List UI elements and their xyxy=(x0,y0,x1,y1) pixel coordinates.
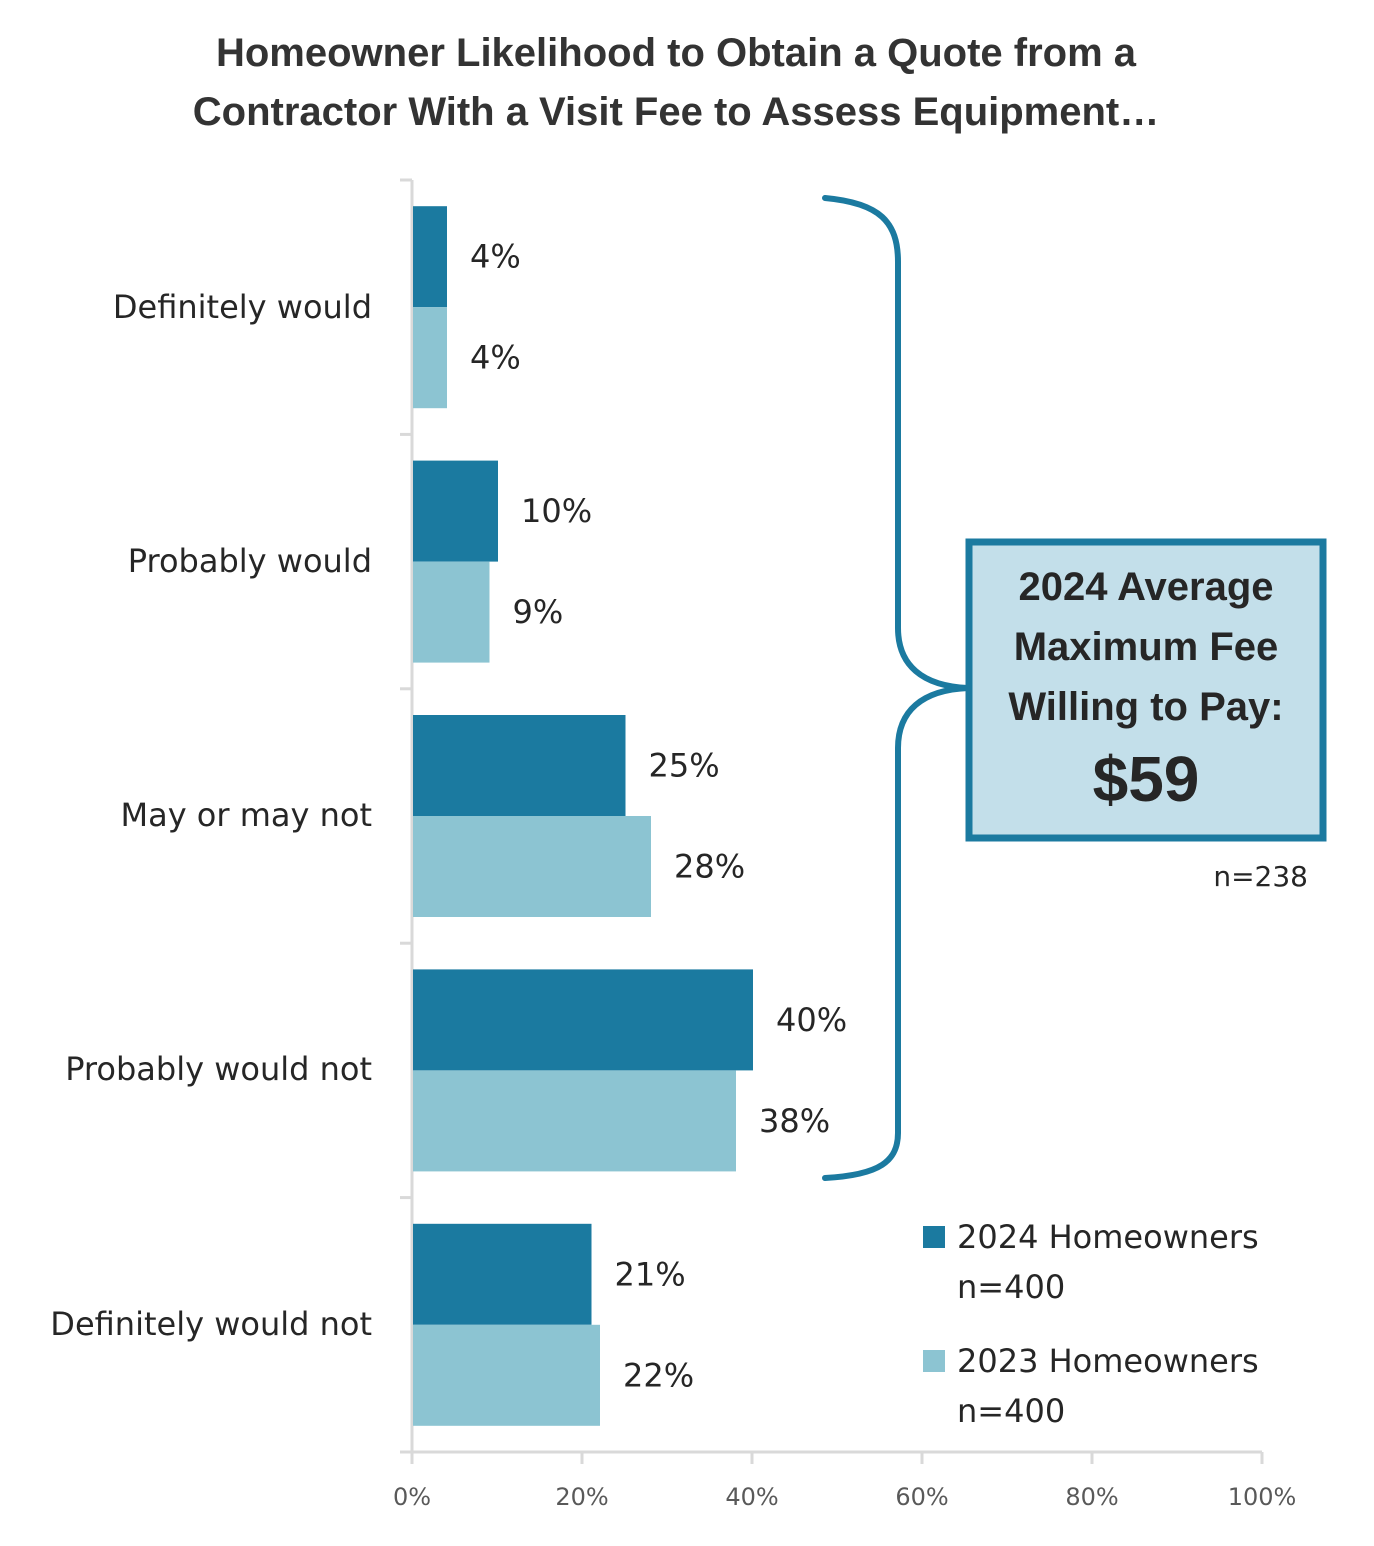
callout-line-2: Maximum Fee xyxy=(1014,625,1279,669)
bar-2024-probably-would xyxy=(413,460,498,562)
legend-swatch-2024 xyxy=(923,1226,945,1248)
callout-sample-note: n=238 xyxy=(1213,860,1308,893)
data-label: 25% xyxy=(649,747,720,785)
category-label: May or may not xyxy=(120,796,372,834)
bar-2023-may-or-may-not xyxy=(413,816,651,917)
x-tick-label: 0% xyxy=(393,1483,431,1511)
bar-2023-probably-would xyxy=(413,561,490,663)
legend-label-2023: 2023 Homeowners xyxy=(957,1342,1259,1380)
bar-2023-definitely-would xyxy=(413,307,447,409)
data-label: 38% xyxy=(759,1102,830,1140)
bar-2024-definitely-would-not xyxy=(413,1223,592,1325)
data-labels: 4% 10% 25% 40% 21% 4% 9% 28% 38% 22% xyxy=(470,238,847,1395)
data-label: 10% xyxy=(521,492,592,530)
legend-swatch-2023 xyxy=(923,1350,945,1372)
data-label: 9% xyxy=(513,593,564,631)
chart-title-line-2: Contractor With a Visit Fee to Assess Eq… xyxy=(193,90,1159,134)
bar-2024-definitely-would xyxy=(413,206,447,308)
legend-sample-2023: n=400 xyxy=(957,1392,1065,1430)
x-tick-label: 40% xyxy=(725,1483,778,1511)
x-tick-label: 20% xyxy=(555,1483,608,1511)
legend-label-2024: 2024 Homeowners xyxy=(957,1218,1259,1256)
x-tick-labels: 0% 20% 40% 60% 80% 100% xyxy=(393,1483,1296,1511)
legend: 2024 Homeowners n=400 2023 Homeowners n=… xyxy=(923,1218,1259,1430)
data-label: 21% xyxy=(615,1255,686,1293)
category-label: Definitely would not xyxy=(50,1305,372,1343)
legend-sample-2024: n=400 xyxy=(957,1268,1065,1306)
data-label: 22% xyxy=(623,1356,694,1394)
bar-2023-definitely-would-not xyxy=(413,1324,600,1426)
callout-box: 2024 Average Maximum Fee Willing to Pay:… xyxy=(965,538,1327,842)
bars xyxy=(413,206,753,1426)
data-label: 4% xyxy=(470,238,521,276)
x-tick-label: 100% xyxy=(1228,1483,1297,1511)
axes xyxy=(400,178,1264,1464)
category-label: Probably would not xyxy=(65,1050,372,1088)
bar-2024-may-or-may-not xyxy=(413,715,626,816)
callout-line-3: Willing to Pay: xyxy=(1008,685,1283,729)
bar-2024-probably-would-not xyxy=(413,969,753,1071)
category-labels: Definitely would Probably would May or m… xyxy=(50,288,372,1343)
callout-line-1: 2024 Average xyxy=(1019,565,1274,609)
chart-title-line-1: Homeowner Likelihood to Obtain a Quote f… xyxy=(216,31,1137,75)
category-label: Probably would xyxy=(128,542,372,580)
callout-value: $59 xyxy=(1093,743,1200,815)
x-tick-label: 60% xyxy=(895,1483,948,1511)
data-label: 40% xyxy=(776,1001,847,1039)
callout-background xyxy=(965,538,1327,842)
bar-2023-probably-would-not xyxy=(413,1070,736,1172)
category-label: Definitely would xyxy=(113,288,372,326)
data-label: 28% xyxy=(674,848,745,886)
x-tick-label: 80% xyxy=(1065,1483,1118,1511)
data-label: 4% xyxy=(470,339,521,377)
